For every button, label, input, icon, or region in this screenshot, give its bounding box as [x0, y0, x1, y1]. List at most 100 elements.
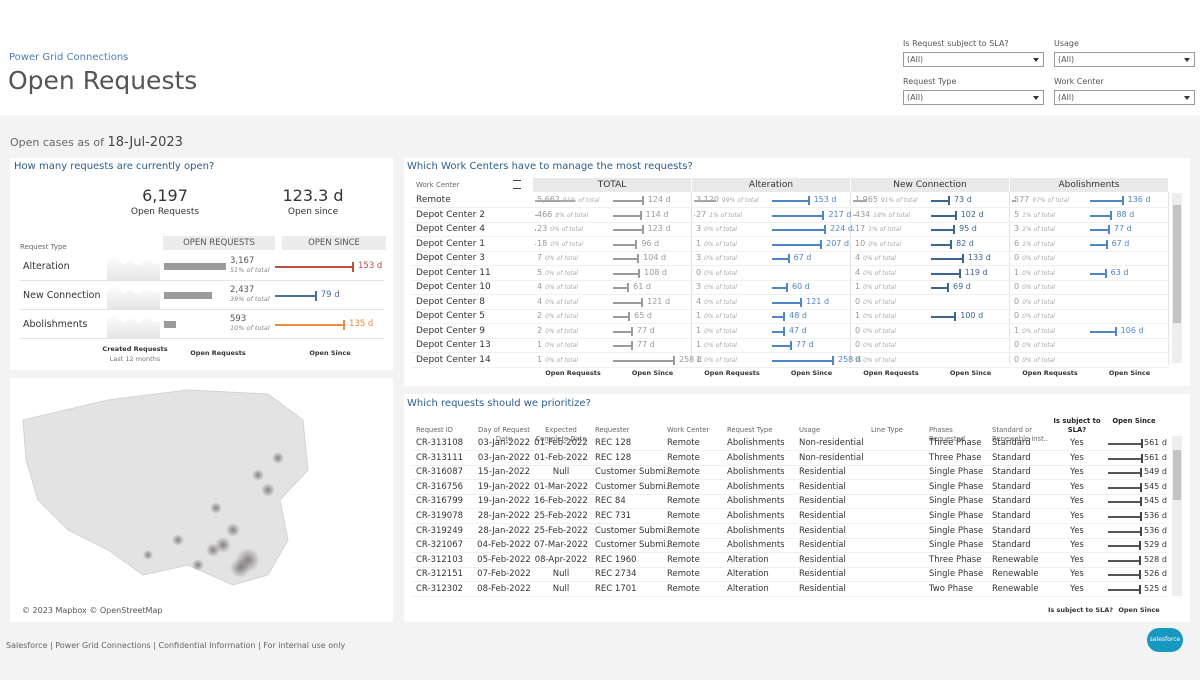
since-label: 135 d — [348, 319, 374, 329]
since-bar — [613, 345, 631, 347]
since-bar — [772, 316, 784, 318]
since-bar — [613, 229, 642, 231]
since-label: 258 d — [838, 354, 861, 364]
count-label: 3 — [696, 282, 702, 291]
share-label: 0% of total — [545, 327, 578, 335]
count-label: 0 — [1014, 282, 1020, 291]
since-label: 545 d — [1144, 481, 1167, 491]
since-bar — [772, 345, 790, 347]
filter-select[interactable]: (All) — [1054, 52, 1195, 67]
share-label: 0% of total — [545, 298, 578, 306]
work-center: Depot Center 10 — [416, 282, 491, 292]
count-label: 466 — [537, 209, 553, 219]
logo[interactable]: salesforce — [1147, 628, 1183, 652]
since-tick — [789, 341, 792, 350]
cell: Single Phase — [929, 540, 984, 551]
cell: Residential — [799, 467, 846, 478]
cell: Remote — [667, 525, 700, 536]
since-tick — [1139, 512, 1142, 521]
panel-title: Which requests should we prioritize? — [407, 398, 591, 409]
since-bar — [931, 200, 948, 202]
priority-panel — [404, 394, 1190, 622]
since-bar — [613, 258, 638, 260]
cell: Single Phase — [929, 511, 984, 521]
count-label: 1 — [855, 282, 861, 291]
breadcrumb[interactable]: Power Grid Connections — [9, 52, 129, 63]
sparkline — [107, 314, 160, 338]
count-cell: 1 0% of total — [537, 340, 578, 349]
since-tick — [1110, 210, 1113, 220]
cell: Yes — [1070, 584, 1084, 594]
since-label: 104 d — [643, 253, 667, 262]
since-label: 121 d — [647, 296, 671, 306]
footer-label: Open Since — [631, 369, 674, 377]
row-divider — [20, 338, 384, 339]
since-tick — [641, 297, 644, 307]
filter-select[interactable]: (All) — [903, 52, 1044, 67]
cell: Remote — [667, 452, 700, 463]
share-label: 0% of total — [545, 269, 578, 277]
share-label: 0% of total — [545, 313, 578, 320]
cell: Three Phase — [929, 438, 982, 448]
since-label: 536 d — [1144, 525, 1167, 535]
count-label: 1 — [696, 354, 702, 364]
group-header: Alteration — [692, 178, 850, 192]
row-divider — [412, 323, 1169, 324]
cell: Three Phase — [929, 452, 982, 463]
since-tick — [1104, 268, 1107, 278]
filter-select[interactable]: (All) — [1054, 90, 1195, 105]
cell: Customer Submi.. — [595, 540, 672, 551]
column-header: Work Center — [667, 426, 710, 434]
count-bar — [535, 214, 539, 216]
since-bar — [613, 287, 628, 289]
share-label: 0% of total — [545, 356, 578, 364]
since-bar — [613, 200, 642, 202]
since-label: 217 d — [828, 209, 852, 219]
since-tick — [782, 326, 785, 336]
count-label: 0 — [1014, 354, 1020, 364]
request-type: Abolishments — [23, 319, 88, 330]
cell: Abolishments — [727, 438, 785, 448]
share-label: 0% of total — [704, 327, 737, 335]
count-bar — [535, 200, 575, 202]
count-cell: 1 0% of total — [696, 326, 737, 335]
cell: Remote — [667, 496, 700, 507]
cell: REC 128 — [595, 452, 632, 463]
cell: CR-321067 — [416, 540, 464, 551]
cell: Three Phase — [929, 554, 982, 565]
cell: Yes — [1070, 496, 1084, 507]
since-label: 106 d — [1120, 325, 1144, 335]
filter-select[interactable]: (All) — [903, 90, 1044, 105]
cell: Null — [552, 467, 570, 478]
count-label: 1 — [537, 354, 543, 364]
count-label: 4 — [537, 296, 543, 306]
cell: 25-Feb-2022 — [534, 525, 588, 536]
row-divider — [412, 337, 1169, 339]
request-bar — [164, 321, 176, 328]
count-label: 4 — [855, 267, 861, 277]
since-bar — [772, 214, 823, 217]
share-label: 99% of total — [721, 197, 759, 204]
since-bar — [931, 214, 955, 217]
group-divider — [850, 192, 851, 364]
count-label: 2 — [537, 311, 543, 320]
cell: Residential — [799, 481, 846, 492]
work-center: Depot Center 2 — [416, 209, 485, 220]
since-label: 63 d — [1110, 267, 1129, 277]
since-label: 561 d — [1144, 452, 1167, 462]
cell: 04-Feb-2022 — [477, 540, 531, 551]
group-header: TOTAL — [533, 178, 691, 192]
cell: 16-Feb-2022 — [534, 496, 588, 507]
share-label: 0% of total — [550, 226, 584, 233]
since-label: 48 d — [789, 311, 807, 320]
count-cell: 23 0% of total — [537, 224, 583, 233]
since-bar — [275, 266, 352, 268]
since-tick — [1139, 526, 1142, 536]
cell: Single Phase — [929, 569, 984, 580]
cell: Standard — [992, 438, 1031, 448]
since-label: 119 d — [964, 267, 988, 277]
cell: 03-Jan-2022 — [477, 452, 531, 463]
since-tick — [947, 283, 950, 292]
footer-label: Open Since — [1108, 369, 1151, 377]
scrollbar — [1172, 436, 1182, 596]
